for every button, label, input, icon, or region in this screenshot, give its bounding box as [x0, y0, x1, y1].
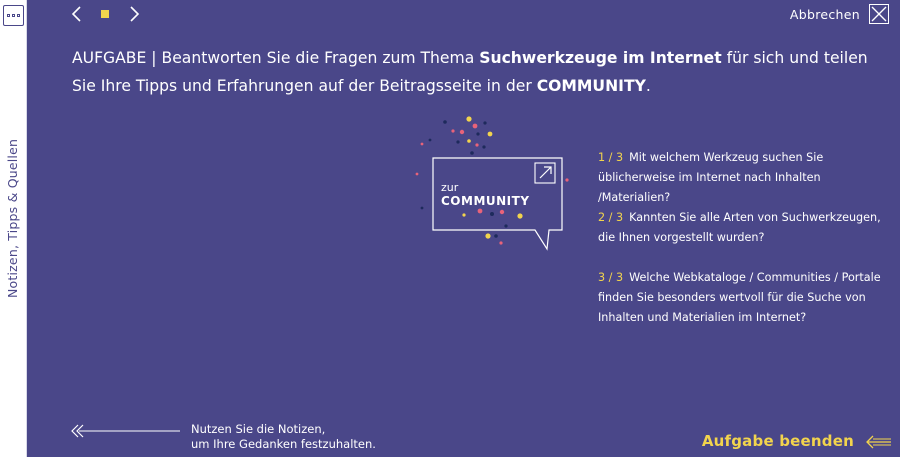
notes-hint-line2: um Ihre Gedanken festzuhalten. [191, 437, 376, 451]
question-text: Kannten Sie alle Arten von Suchwerkzeuge… [598, 211, 881, 244]
chevron-left-icon[interactable] [67, 4, 87, 24]
community-link-line2: COMMUNITY [441, 194, 530, 208]
page-indicator [101, 10, 109, 18]
notes-hint-text: Nutzen Sie die Notizen, um Ihre Gedanken… [191, 422, 376, 452]
panel-icon[interactable] [3, 5, 24, 26]
question-number: 1 / 3 [598, 151, 624, 164]
question-number: 2 / 3 [598, 211, 624, 224]
question-1: 1 / 3 Mit welchem Werkzeug suchen Sie übl… [598, 148, 893, 208]
double-chevron-left-icon[interactable] [70, 423, 180, 439]
confetti-speech-bubble [415, 116, 569, 251]
sidebar-notes-tab[interactable]: Notizen, Tipps & Quellen [5, 138, 20, 298]
arrow-left-icon[interactable] [865, 434, 891, 450]
task-topic: Suchwerkzeuge im Internet [479, 49, 722, 67]
community-link-line1: zur [441, 181, 459, 194]
community-link[interactable]: zur COMMUNITY [412, 112, 587, 257]
task-description: AUFGABE | Beantworten Sie die Fragen zum… [72, 44, 882, 100]
question-number: 3 / 3 [598, 271, 624, 284]
task-prefix: AUFGABE | Beantworten Sie die Fragen zum… [72, 49, 480, 67]
question-2: 2 / 3 Kannten Sie alle Arten von Suchwerk… [598, 208, 893, 248]
question-text: Welche Webkataloge / Communities / Porta… [598, 271, 881, 324]
task-middle: für sich und teilen Sie Ihre Tipps und E… [72, 49, 868, 95]
task-community: COMMUNITY [536, 77, 646, 95]
question-text: Mit welchem Werkzeug suchen Sie üblicher… [598, 151, 824, 204]
cancel-label[interactable]: Abbrechen [789, 7, 860, 22]
close-icon[interactable] [869, 4, 889, 24]
finish-task-button[interactable]: Aufgabe beenden [701, 432, 854, 450]
sidebar: Notizen, Tipps & Quellen [0, 0, 27, 457]
task-suffix: . [645, 77, 651, 95]
notes-hint-line1: Nutzen Sie die Notizen, [191, 422, 326, 436]
chevron-right-icon[interactable] [124, 4, 144, 24]
question-3: 3 / 3 Welche Webkataloge / Communities / … [598, 268, 893, 328]
